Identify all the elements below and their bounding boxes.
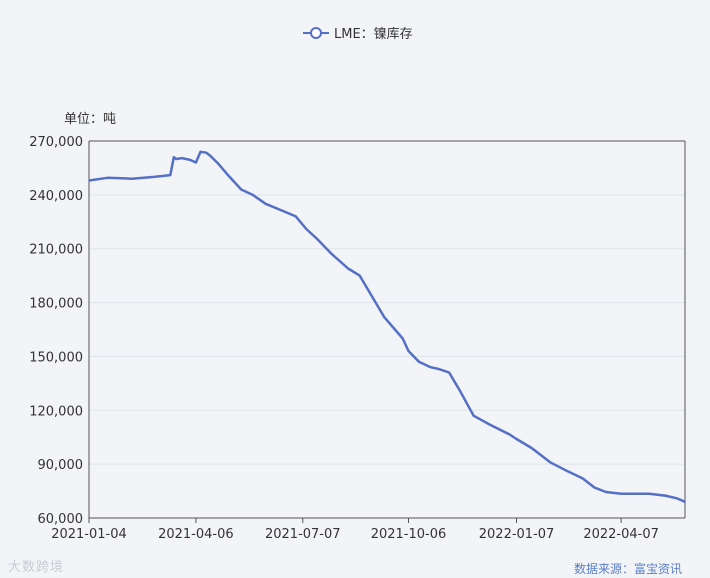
y-tick-label: 150,000 — [29, 350, 83, 365]
data-point — [195, 161, 197, 164]
x-tick-labels: 2021-01-04 2021-04-06 2021-07-07 2021-10-06… — [51, 527, 659, 542]
x-tick-label: 2022-04-07 — [583, 527, 659, 542]
data-point — [169, 174, 172, 176]
data-point — [181, 157, 183, 159]
y-tick-label: 90,000 — [38, 458, 84, 473]
data-point — [676, 497, 678, 500]
data-point — [383, 316, 385, 318]
data-point — [205, 151, 208, 154]
grid — [89, 194, 685, 465]
data-point — [508, 433, 511, 436]
data-point — [418, 361, 420, 363]
legend[interactable]: LME：镍库存 — [303, 26, 413, 42]
y-tick-label: 240,000 — [29, 189, 83, 204]
data-point — [593, 486, 596, 489]
data-point — [88, 179, 90, 182]
data-point — [153, 176, 155, 178]
y-tick-label: 270,000 — [29, 135, 83, 150]
data-point — [429, 366, 432, 369]
series-lines — [88, 150, 686, 503]
data-point — [294, 215, 297, 218]
data-point — [228, 176, 231, 178]
data-point — [189, 159, 191, 161]
data-point — [282, 210, 284, 212]
legend-label: LME：镍库存 — [334, 26, 413, 42]
data-point — [358, 274, 361, 277]
data-point — [515, 438, 518, 440]
watermark: 大数跨境 — [8, 560, 65, 575]
legend-marker-icon — [310, 27, 322, 39]
data-point — [620, 492, 622, 495]
axes — [88, 140, 686, 523]
data-point — [217, 162, 219, 165]
x-tick-label: 2022-01-07 — [479, 527, 555, 542]
data-point — [472, 414, 475, 417]
y-tick-label: 210,000 — [29, 243, 83, 258]
data-point — [199, 150, 202, 153]
data-point — [252, 194, 254, 196]
unit-label: 单位：吨 — [64, 112, 116, 127]
data-point — [173, 156, 175, 158]
data-point — [664, 494, 667, 497]
data-point — [549, 461, 552, 464]
data-point — [684, 501, 686, 503]
data-point — [635, 492, 638, 495]
y-tick-label: 180,000 — [29, 297, 83, 312]
x-tick-label: 2021-01-04 — [51, 527, 127, 542]
data-point — [581, 477, 584, 480]
data-point — [131, 177, 133, 180]
x-tick-label: 2021-07-07 — [265, 527, 341, 542]
data-point — [605, 491, 607, 493]
y-tick-labels: 270,000 240,000 210,000 180,000 150,000 120,0… — [29, 135, 83, 527]
x-tick-label: 2021-04-06 — [158, 527, 234, 542]
data-point — [175, 158, 177, 160]
data-point — [530, 447, 533, 449]
data-point — [489, 423, 491, 426]
data-point — [648, 492, 650, 495]
y-tick-label: 120,000 — [29, 404, 83, 419]
data-point — [437, 368, 440, 370]
data-point — [305, 228, 308, 230]
data-point — [331, 253, 333, 255]
data-point — [264, 203, 267, 205]
y-tick-label: 60,000 — [38, 512, 84, 527]
data-point — [401, 337, 404, 340]
series-line — [88, 150, 686, 503]
data-point — [347, 267, 349, 270]
data-point — [106, 177, 109, 179]
data-point — [317, 238, 319, 241]
x-tick-label: 2021-10-06 — [371, 527, 447, 542]
data-point — [566, 470, 569, 473]
data-point — [209, 154, 211, 157]
data-point — [448, 371, 450, 374]
data-point — [459, 391, 462, 394]
data-point — [240, 188, 242, 191]
data-point — [371, 296, 374, 298]
data-source: 数据来源：富宝资讯 — [573, 562, 682, 576]
data-point — [407, 350, 410, 352]
